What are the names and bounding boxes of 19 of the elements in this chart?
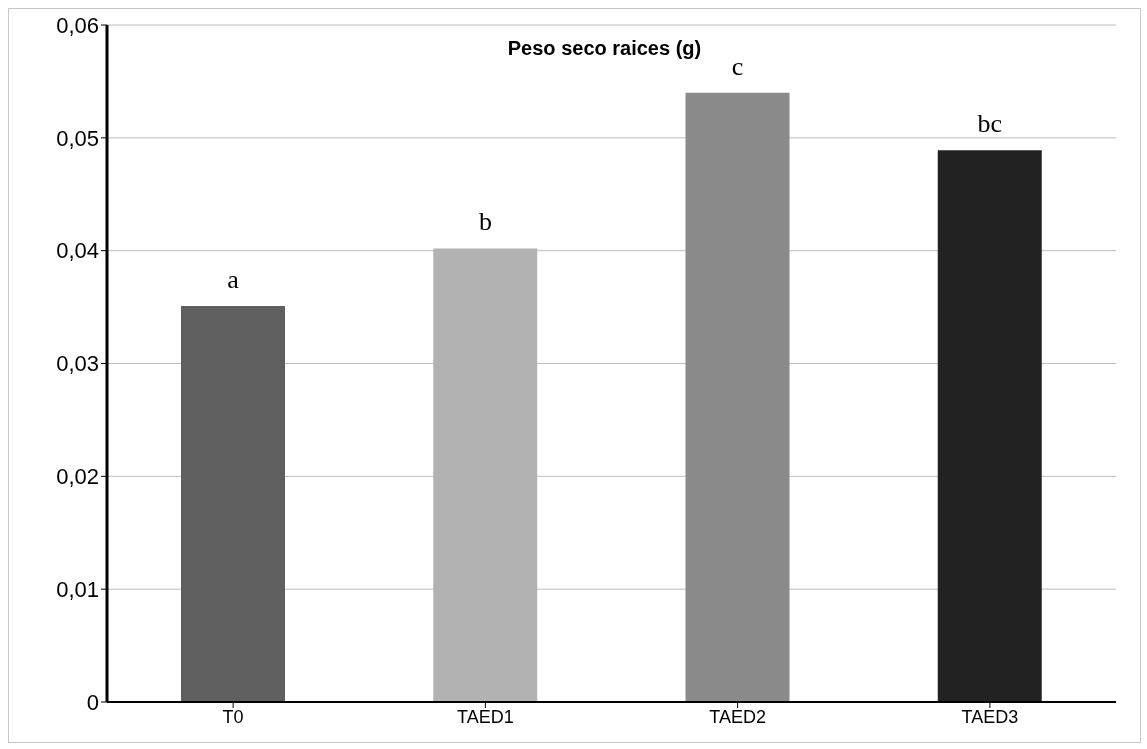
y-tick-label: 0,05 — [56, 125, 99, 151]
x-tick-label: T0 — [222, 706, 244, 727]
x-tick-label: TAED1 — [457, 706, 514, 727]
annotation: bc — [977, 109, 1003, 139]
y-tick-label: 0,01 — [56, 576, 99, 602]
text: Peso seco raices (g) — [507, 37, 702, 59]
annotation: c — [731, 51, 744, 81]
y-tick-label: 0,03 — [56, 351, 99, 377]
bar — [181, 305, 285, 702]
bar — [937, 150, 1042, 702]
y-tick-label: 0,06 — [56, 12, 99, 38]
bar — [685, 92, 790, 702]
x-tick-label: TAED2 — [709, 706, 766, 727]
y-tick-label: 0 — [86, 689, 99, 715]
x-tick-label: TAED3 — [961, 706, 1019, 727]
y-tick-label: 0,04 — [56, 238, 99, 264]
annotation: a — [227, 264, 240, 294]
y-tick-label: 0,02 — [56, 464, 99, 490]
annotation: b — [478, 207, 492, 237]
